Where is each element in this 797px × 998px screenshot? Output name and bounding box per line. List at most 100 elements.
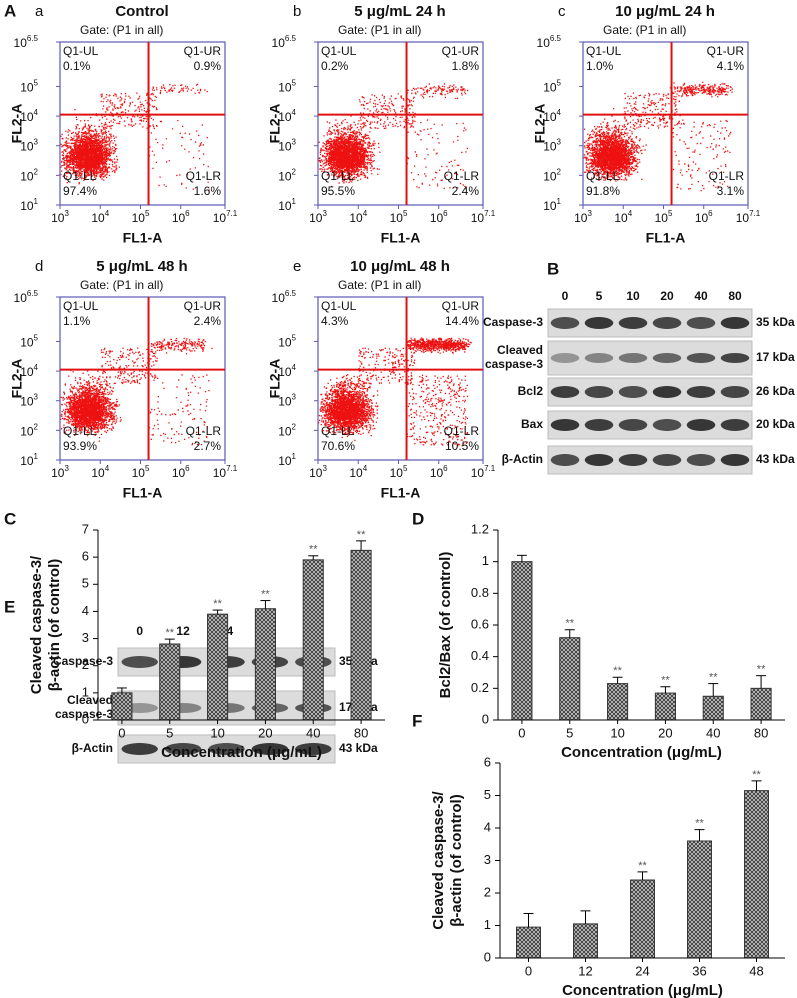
y-axis-label: FL2-A <box>9 104 25 144</box>
tick-base: 10 <box>537 36 551 50</box>
bar <box>750 687 772 721</box>
tick-base: 10 <box>20 170 34 184</box>
x-tick-label: 104 <box>349 209 367 225</box>
tick-base: 10 <box>278 110 292 124</box>
x-axis-label: FL1-A <box>381 485 421 501</box>
blot-band <box>618 419 648 431</box>
panel-title: 10 μg/mL 24 h <box>615 3 715 20</box>
y-axis-label: FL2-A <box>9 359 25 399</box>
blot-band <box>652 386 682 398</box>
quadrant-percent: 3.1% <box>717 184 745 198</box>
y-tick-label: 101 <box>278 452 296 468</box>
tick-exponent: 6.5 <box>285 289 297 298</box>
lane-label: 0 <box>136 624 143 638</box>
tick-base: 10 <box>172 211 186 225</box>
quadrant-percent: 2.4% <box>194 314 222 328</box>
bar <box>607 683 629 721</box>
x-tick-label: 106 <box>695 209 713 225</box>
x-tick-label: 105 <box>390 464 408 480</box>
kda-label: 43 kDa <box>756 452 795 466</box>
tick-base: 10 <box>695 211 709 225</box>
x-tick-label: 106 <box>172 209 190 225</box>
gate-label: Gate: (P1 in all) <box>80 278 163 292</box>
gate-label: Gate: (P1 in all) <box>80 23 163 37</box>
tick-base: 10 <box>20 365 34 379</box>
tick-exponent: 5 <box>403 464 408 473</box>
y-tick-label: 105 <box>20 334 38 350</box>
tick-exponent: 6 <box>443 464 448 473</box>
row-label: Cleaved <box>67 693 113 707</box>
panel-letter: D <box>412 509 424 528</box>
y-tick-label: 105 <box>20 79 38 95</box>
tick-exponent: 5 <box>145 209 150 218</box>
tick-base: 10 <box>213 211 227 225</box>
blot-strip <box>547 410 753 440</box>
tick-base: 10 <box>51 211 65 225</box>
tick-base: 10 <box>278 199 292 213</box>
kda-label: 35 kDa <box>756 315 795 329</box>
y-tick-label: 5 <box>484 787 491 802</box>
bar <box>630 879 655 959</box>
tick-base: 10 <box>272 291 286 305</box>
kda-label: 43 kDa <box>339 741 378 755</box>
gate-label: Gate: (P1 in all) <box>338 23 421 37</box>
tick-base: 10 <box>20 199 34 213</box>
y-axis-label: FL2-A <box>532 104 548 144</box>
bar <box>702 695 724 721</box>
tick-exponent: 6.5 <box>27 289 39 298</box>
significance: ** <box>752 769 761 781</box>
y-tick-label: 0.6 <box>471 616 489 631</box>
quadrant-name: Q1-UL <box>321 44 357 58</box>
x-axis-label: FL1-A <box>123 230 163 246</box>
tick-exponent: 6 <box>185 209 190 218</box>
significance: ** <box>709 671 718 683</box>
tick-exponent: 3 <box>322 464 327 473</box>
x-tick-label: 12 <box>578 963 592 978</box>
blot-strip <box>547 308 753 338</box>
tick-exponent: 2 <box>34 167 39 176</box>
row-label: caspase-3 <box>55 707 113 721</box>
quadrant-percent: 1.8% <box>452 59 480 73</box>
quadrant-name: Q1-UL <box>63 44 99 58</box>
blot-band <box>550 386 580 398</box>
x-tick-label: 103 <box>309 464 327 480</box>
tick-base: 10 <box>309 466 323 480</box>
blot-band <box>208 743 245 755</box>
tick-exponent: 7.1 <box>484 464 496 473</box>
x-tick-label: 24 <box>635 963 649 978</box>
quadrant-percent: 1.6% <box>194 184 222 198</box>
tick-exponent: 3 <box>292 393 297 402</box>
tick-base: 10 <box>20 81 34 95</box>
x-axis-label: Concentration (μg/mL) <box>161 744 322 761</box>
tick-base: 10 <box>278 81 292 95</box>
tick-base: 10 <box>14 36 28 50</box>
bar <box>559 637 581 721</box>
figure-label: A <box>4 1 16 20</box>
tick-base: 10 <box>471 466 485 480</box>
blot-band <box>720 353 750 363</box>
blot-band <box>121 656 158 668</box>
tick-base: 10 <box>132 466 146 480</box>
tick-exponent: 5 <box>145 464 150 473</box>
tick-exponent: 4 <box>105 209 110 218</box>
scatter-dots <box>60 337 213 446</box>
tick-base: 10 <box>390 466 404 480</box>
blot-band <box>584 317 614 329</box>
y-axis-label: β-actin (of control) <box>46 559 63 691</box>
quadrant-name: Q1-LL <box>586 169 620 183</box>
scatter-dots <box>583 81 733 192</box>
x-tick-label: 0 <box>118 725 125 740</box>
tick-base: 10 <box>51 466 65 480</box>
tick-exponent: 4 <box>292 363 297 372</box>
tick-exponent: 4 <box>628 209 633 218</box>
tick-base: 10 <box>272 36 286 50</box>
tick-exponent: 3 <box>557 138 562 147</box>
x-tick-label: 36 <box>692 963 706 978</box>
tick-exponent: 1 <box>292 197 297 206</box>
blot-band <box>720 386 750 398</box>
blot-band <box>618 317 648 329</box>
tick-exponent: 7.1 <box>484 209 496 218</box>
tick-exponent: 1 <box>34 197 39 206</box>
quadrant-name: Q1-LL <box>321 424 355 438</box>
y-tick-label: 0 <box>482 711 489 726</box>
